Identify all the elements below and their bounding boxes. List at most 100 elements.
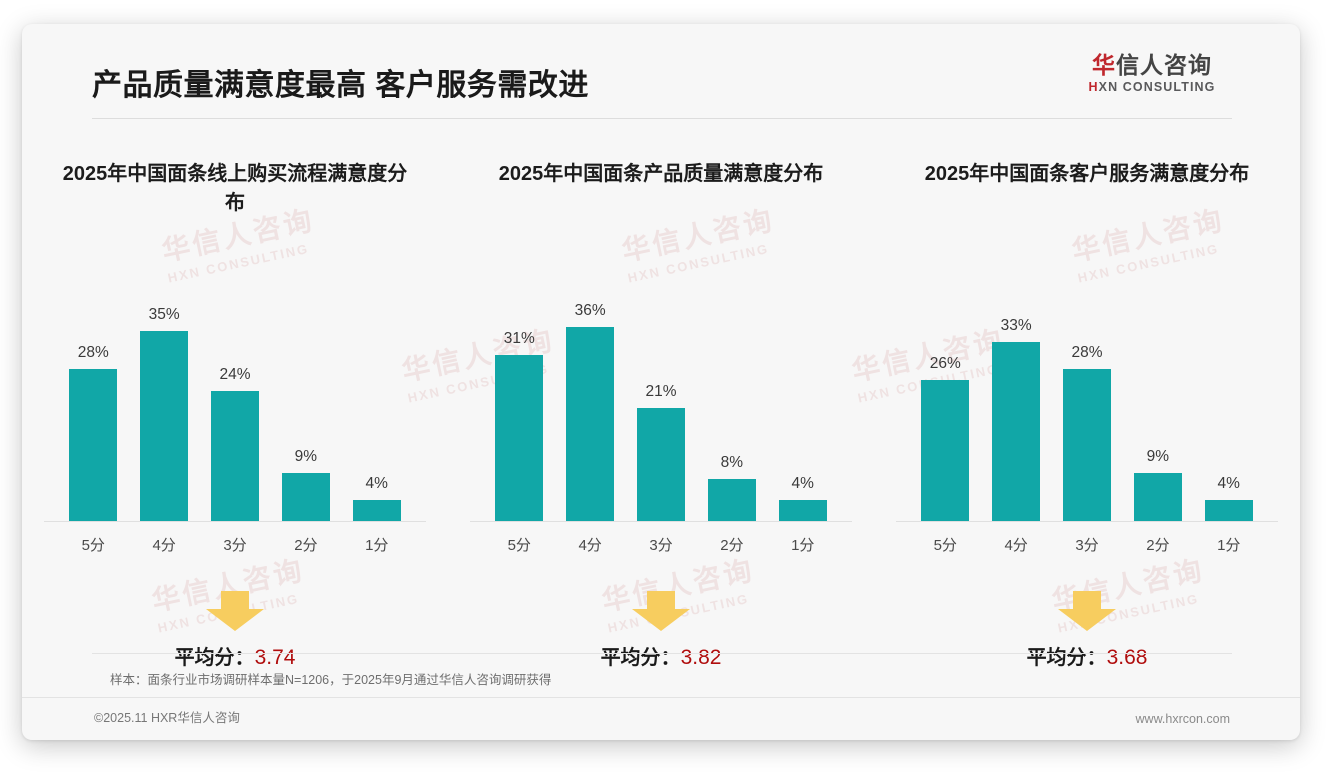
x-tick-label: 5分	[507, 537, 531, 554]
copyright-text: ©2025.11 HXR华信人咨询	[94, 711, 240, 725]
chart-title: 2025年中国面条客户服务满意度分布	[924, 163, 1250, 185]
bar-rect[interactable]	[707, 479, 756, 522]
sample-note: 样本：面条行业市场调研样本量N=1206，于2025年9月通过华信人咨询调研获得	[110, 673, 552, 687]
x-tick-label: 3分	[649, 537, 673, 554]
bar-rect[interactable]	[778, 500, 827, 522]
bar-value-label: 28%	[1071, 344, 1103, 361]
x-tick-label: 3分	[1075, 537, 1099, 554]
bar-item[interactable]: 28%	[60, 280, 127, 522]
x-axis-line	[470, 521, 852, 522]
bar-rect[interactable]	[1133, 473, 1182, 522]
website-url[interactable]: www.hxrcon.com	[1135, 712, 1230, 726]
bar-group: 31% 36% 21% 8%	[486, 280, 836, 522]
average-label: 平均分：	[1026, 647, 1107, 669]
average-value: 3.68	[1106, 646, 1148, 669]
bar-rect[interactable]	[140, 331, 189, 522]
x-tick-label: 1分	[1217, 537, 1241, 554]
x-axis-labels: 5分 4分 3分 2分 1分	[912, 534, 1262, 555]
bar-item[interactable]: 4%	[770, 280, 837, 522]
down-arrow-icon	[630, 589, 692, 638]
bar-item[interactable]: 26%	[912, 280, 979, 522]
bar-item[interactable]: 8%	[699, 280, 766, 522]
x-tick-label: 2分	[294, 537, 318, 554]
average-label: 平均分：	[174, 647, 255, 669]
bar-value-label: 36%	[574, 302, 606, 319]
bar-value-label: 8%	[720, 454, 744, 471]
average-score-block: 平均分：3.82	[462, 589, 860, 675]
logo-en-accent: H	[1088, 80, 1099, 95]
bar-value-label: 26%	[929, 355, 961, 372]
average-value: 3.82	[680, 646, 722, 669]
bar-item[interactable]: 21%	[628, 280, 695, 522]
x-tick-label: 5分	[81, 537, 105, 554]
slide-card: 华信人咨询 HXN CONSULTING 华信人咨询 HXN CONSULTIN…	[22, 24, 1300, 740]
chart-plot-area: 28% 35% 24% 9%	[44, 280, 426, 522]
bar-item[interactable]: 31%	[486, 280, 553, 522]
x-tick-label: 2分	[720, 537, 744, 554]
bar-group: 28% 35% 24% 9%	[60, 280, 410, 522]
bar-item[interactable]: 9%	[273, 280, 340, 522]
bar-value-label: 4%	[1217, 475, 1240, 492]
bar-item[interactable]: 28%	[1054, 280, 1121, 522]
logo-rest-chars: 信人咨询	[1116, 52, 1212, 78]
chart-title: 2025年中国面条产品质量满意度分布	[498, 163, 824, 185]
chart-panel-customer-service: 2025年中国面条客户服务满意度分布 26% 33% 28%	[874, 132, 1300, 672]
chart-panel-online-purchase: 2025年中国面条线上购买流程满意度分布 28% 35% 24%	[22, 132, 448, 672]
chart-panel-product-quality: 2025年中国面条产品质量满意度分布 31% 36% 21%	[448, 132, 874, 672]
bar-item[interactable]: 35%	[131, 280, 198, 522]
average-score-block: 平均分：3.74	[36, 589, 434, 675]
x-tick-label: 4分	[578, 537, 602, 554]
x-tick-label: 3分	[223, 537, 247, 554]
header-divider	[92, 118, 1232, 119]
x-tick-label: 5分	[933, 537, 957, 554]
bar-item[interactable]: 4%	[1196, 280, 1263, 522]
bar-item[interactable]: 9%	[1125, 280, 1192, 522]
bar-rect[interactable]	[566, 327, 615, 522]
logo-en-rest: XN CONSULTING	[1098, 80, 1216, 95]
bar-item[interactable]: 36%	[557, 280, 624, 522]
footer-divider	[22, 697, 1300, 698]
bar-rect[interactable]	[281, 473, 330, 522]
bar-value-label: 21%	[645, 383, 677, 400]
x-tick-label: 1分	[365, 537, 389, 554]
x-axis-labels: 5分 4分 3分 2分 1分	[60, 534, 410, 555]
slide-header: 产品质量满意度最高 客户服务需改进 华信人咨询 HXN CONSULTING	[22, 24, 1300, 118]
bar-rect[interactable]	[495, 355, 544, 522]
x-tick-label: 4分	[152, 537, 176, 554]
x-axis-line	[44, 521, 426, 522]
bar-value-label: 9%	[294, 448, 318, 465]
bar-rect[interactable]	[1063, 369, 1111, 522]
bar-value-label: 31%	[503, 330, 535, 347]
bar-rect[interactable]	[352, 500, 401, 522]
x-axis-labels: 5分 4分 3分 2分 1分	[486, 534, 836, 555]
x-tick-label: 4分	[1004, 537, 1028, 554]
logo-chinese-text: 华信人咨询	[1062, 52, 1242, 78]
charts-row: 2025年中国面条线上购买流程满意度分布 28% 35% 24%	[22, 132, 1300, 672]
bar-rect[interactable]	[921, 380, 970, 522]
bar-rect[interactable]	[637, 408, 685, 522]
bar-group: 26% 33% 28% 9%	[912, 280, 1262, 522]
average-score-text: 平均分：3.82	[462, 641, 860, 670]
down-arrow-icon	[204, 589, 266, 638]
bar-rect[interactable]	[211, 391, 259, 522]
bar-item[interactable]: 24%	[202, 280, 269, 522]
average-score-block: 平均分：3.68	[888, 589, 1286, 675]
x-tick-label: 2分	[1146, 537, 1170, 554]
chart-plot-area: 31% 36% 21% 8%	[470, 280, 852, 522]
bar-value-label: 4%	[365, 475, 388, 492]
bar-value-label: 24%	[219, 366, 251, 383]
page-title: 产品质量满意度最高 客户服务需改进	[92, 69, 589, 102]
average-label: 平均分：	[600, 647, 681, 669]
down-arrow-icon	[1056, 589, 1118, 638]
bar-rect[interactable]	[992, 342, 1041, 522]
logo-english-text: HXN CONSULTING	[1062, 80, 1242, 94]
bar-value-label: 35%	[148, 306, 180, 323]
bar-rect[interactable]	[1204, 500, 1253, 522]
bar-item[interactable]: 33%	[983, 280, 1050, 522]
brand-logo: 华信人咨询 HXN CONSULTING	[1062, 52, 1242, 94]
average-value: 3.74	[254, 646, 296, 669]
average-score-text: 平均分：3.74	[36, 641, 434, 670]
bar-rect[interactable]	[69, 369, 118, 522]
note-divider	[92, 653, 1232, 654]
bar-item[interactable]: 4%	[344, 280, 411, 522]
